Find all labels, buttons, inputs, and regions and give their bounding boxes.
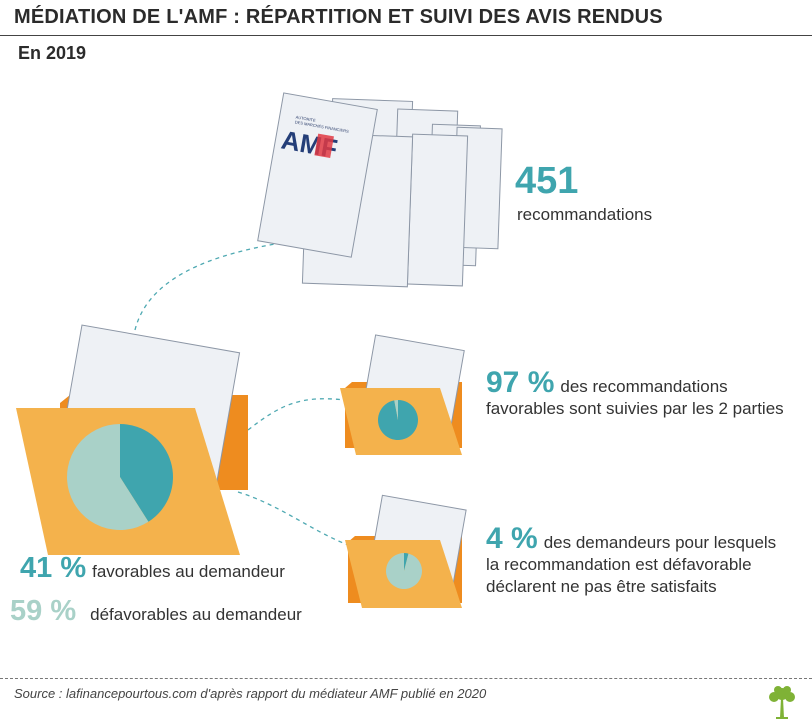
title-divider [0, 35, 812, 36]
unsatisfied-line2: la recommandation est défavorable [486, 555, 752, 574]
year-subtitle: En 2019 [18, 43, 87, 63]
unsatisfied-pie-slice-1 [386, 553, 423, 589]
unsatisfied-line3: déclarent ne pas être satisfaits [486, 577, 717, 596]
followed-pie-slice-1 [394, 400, 398, 420]
favorable-stat: 41 % favorables au demandeur [20, 552, 285, 585]
main-pie-slice-0 [120, 424, 173, 522]
followed-line1: des recommandations [560, 377, 728, 396]
followed-pie-slice-0 [378, 399, 419, 440]
recommendations-label: recommandations [517, 205, 653, 224]
followed-line2: favorables sont suivies par les 2 partie… [486, 399, 784, 418]
unsatisfied-stat: 4 % des demandeurs pour lesquels la recom… [486, 524, 777, 598]
unsatisfied-pie-slice-0 [404, 553, 409, 571]
unsatisfied-pct: 4 % [486, 522, 538, 555]
pie-charts [67, 399, 423, 589]
followed-pct: 97 % [486, 366, 555, 399]
unfavorable-pct: 59 % [10, 595, 77, 627]
favorable-pct: 41 % [20, 552, 87, 584]
unsatisfied-line1: des demandeurs pour lesquels [543, 533, 777, 552]
connector-line-bottom [237, 491, 349, 546]
unsatisfied-folder [345, 494, 467, 608]
unfavorable-label: défavorables au demandeur [90, 605, 302, 624]
footer-divider [0, 678, 812, 679]
followed-stat: 97 % des recommandations favorables sont … [486, 368, 784, 420]
tree-icon [769, 686, 795, 719]
document-stack [257, 92, 503, 288]
unfavorable-stat: 59 % défavorables au demandeur [10, 595, 302, 628]
connector-line-mid [247, 398, 346, 431]
favorable-label: favorables au demandeur [92, 562, 285, 581]
source-note: Source : lafinancepourtous.com d'après r… [14, 686, 487, 701]
chart-title: MÉDIATION DE L'AMF : RÉPARTITION ET SUIV… [14, 6, 663, 28]
connector-line-top [134, 239, 301, 331]
recommendations-count: 451 [515, 160, 579, 202]
amf-logo-small-text-1: AUTORITÉ [295, 114, 316, 122]
main-pie-slice-1 [67, 424, 149, 530]
